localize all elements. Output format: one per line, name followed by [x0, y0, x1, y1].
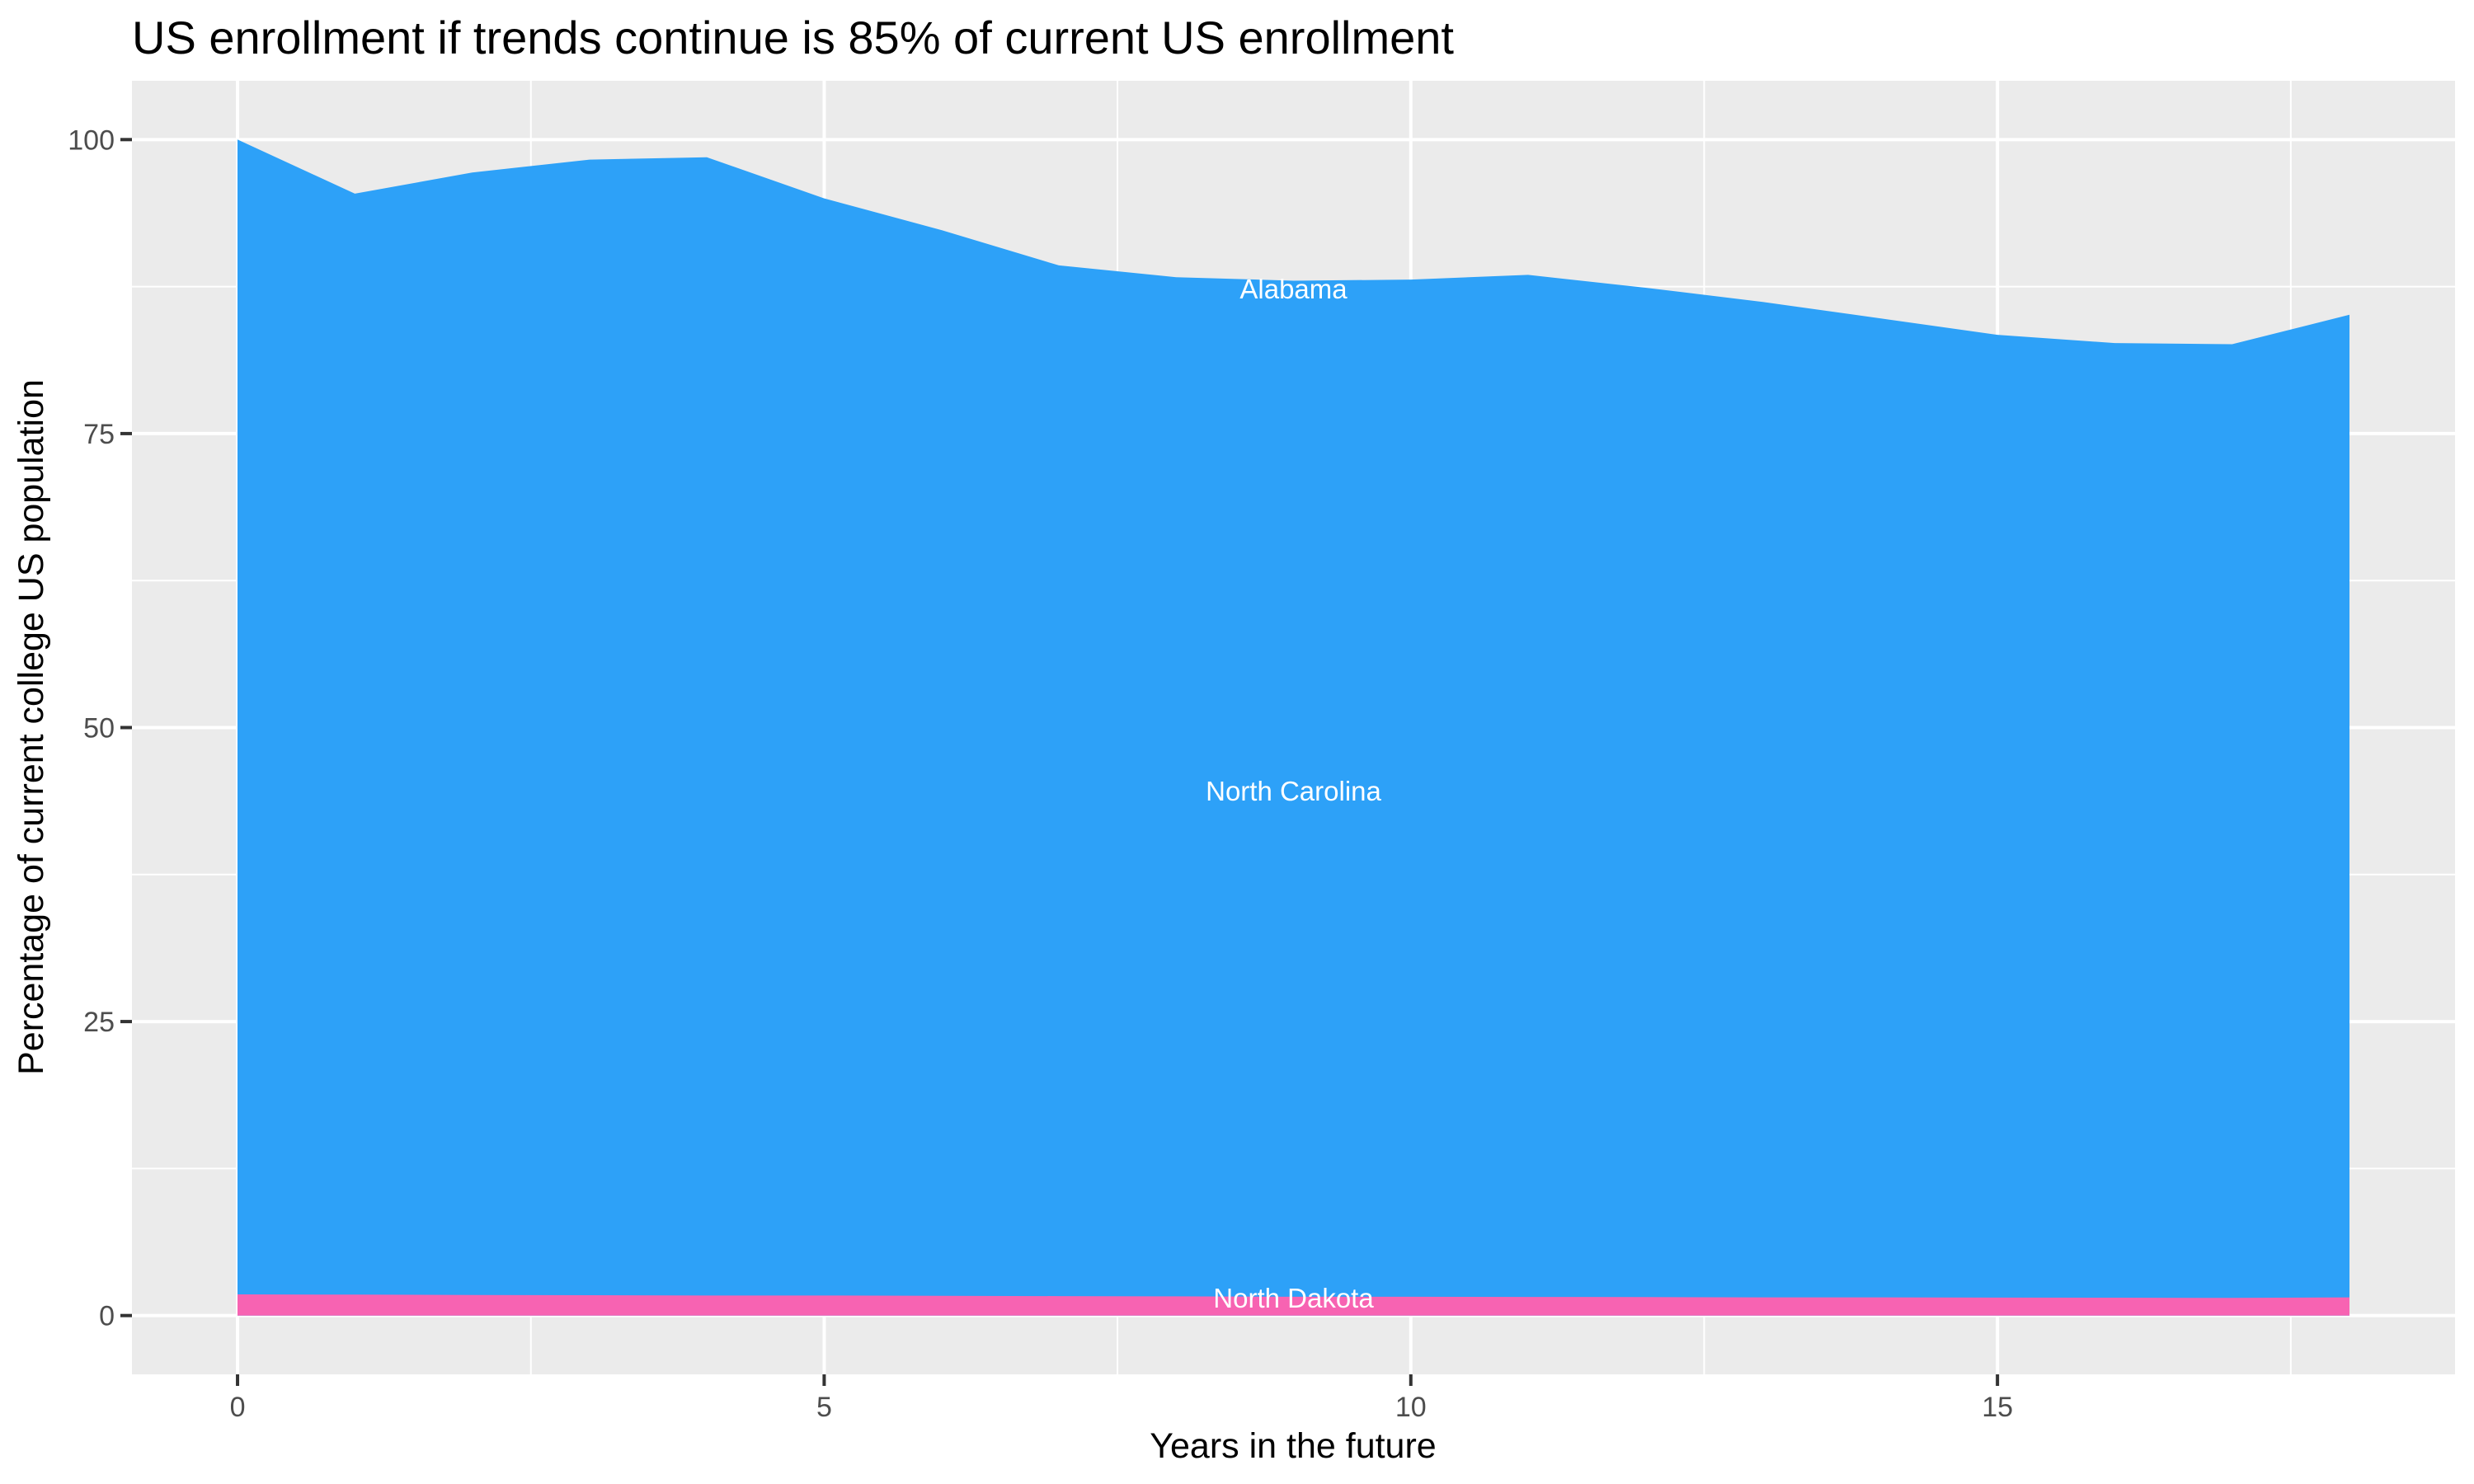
- y-tick-label: 25: [83, 1007, 115, 1038]
- x-tick-label: 15: [1982, 1392, 2013, 1423]
- y-axis-title: Percentage of current college US populat…: [12, 379, 51, 1075]
- x-tick-label: 10: [1395, 1392, 1427, 1423]
- x-tick-label: 5: [816, 1392, 832, 1423]
- y-tick-label: 0: [99, 1301, 115, 1332]
- chart-title: US enrollment if trends continue is 85% …: [132, 12, 1454, 63]
- area-series-0: [238, 139, 2349, 1316]
- area-label-north-dakota: North Dakota: [1213, 1283, 1374, 1313]
- y-tick-label: 75: [83, 419, 115, 450]
- x-axis-title: Years in the future: [1150, 1426, 1436, 1466]
- data-areas: [238, 139, 2349, 1316]
- x-tick-label: 0: [230, 1392, 246, 1423]
- y-tick-label: 100: [68, 124, 115, 156]
- axes: 0 5 10 15 0 25 50 75 100: [68, 124, 2013, 1423]
- area-series-1: [238, 1294, 2349, 1316]
- area-labels: Alabama North Carolina North Dakota: [1206, 274, 1381, 1313]
- y-tick-label: 50: [83, 713, 115, 744]
- area-label-alabama: Alabama: [1239, 274, 1348, 304]
- area-label-north-carolina: North Carolina: [1206, 776, 1381, 806]
